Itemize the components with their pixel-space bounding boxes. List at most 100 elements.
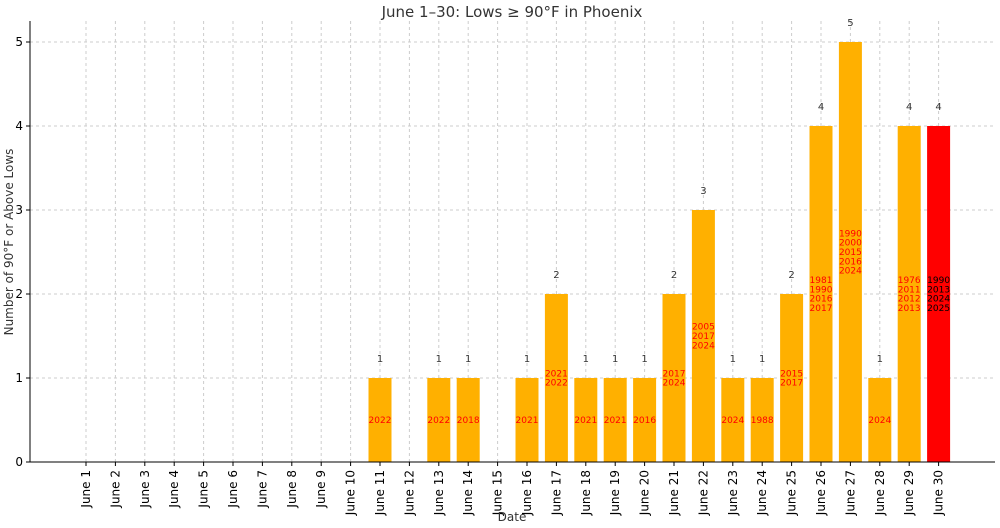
bar-count-label: 1 [759, 354, 765, 365]
bar-year-label: 2011 [898, 285, 921, 295]
bar-count-label: 3 [700, 186, 706, 197]
bar-year-label: 2024 [927, 295, 950, 305]
bar-count-label: 1 [641, 354, 647, 365]
tick-labels: 0 1 2 3 4 5 June 1 June 2 June 3 June 4 June 5 June… [15, 35, 945, 516]
x-tick-label: June 15 [491, 470, 505, 516]
bar-year-label: 2016 [633, 416, 656, 426]
x-tick-label: June 24 [755, 470, 769, 516]
x-tick-label: June 17 [549, 470, 563, 516]
bar [721, 378, 745, 462]
bar-count-label: 1 [877, 354, 883, 365]
x-tick-label: June 1 [79, 470, 93, 509]
bar-year-label: 1990 [810, 285, 833, 295]
bar [868, 378, 892, 462]
bar-year-label: 2013 [898, 304, 921, 314]
bar-count-label: 5 [847, 18, 853, 29]
bar [544, 294, 568, 462]
bar [368, 378, 392, 462]
x-tick-label: June 5 [197, 470, 211, 509]
y-axis-label: Number of 90°F or Above Lows [2, 149, 16, 336]
x-tick-label: June 12 [402, 470, 416, 516]
x-tick-label: June 7 [255, 470, 269, 509]
bar-count-label: 1 [377, 354, 383, 365]
bar [574, 378, 598, 462]
bar-year-label: 2021 [604, 416, 627, 426]
bar-year-label: 2024 [868, 416, 891, 426]
bar-year-label: 2015 [780, 369, 803, 379]
bar-year-label: 2021 [545, 369, 568, 379]
bar-count-label: 2 [671, 270, 677, 281]
bar [427, 378, 451, 462]
y-tick-label: 1 [15, 371, 23, 385]
bar-year-label: 1988 [751, 416, 774, 426]
x-tick-label: June 26 [814, 470, 828, 516]
x-tick-label: June 11 [373, 470, 387, 516]
bar-count-label: 1 [583, 354, 589, 365]
bar-year-label: 2021 [516, 416, 539, 426]
bar-count-label: 4 [818, 102, 824, 113]
bar-count-label: 1 [612, 354, 618, 365]
bar [662, 294, 686, 462]
bar-year-label: 2022 [427, 416, 450, 426]
y-tick-label: 5 [15, 35, 23, 49]
bar [897, 126, 921, 462]
y-tick-label: 0 [15, 455, 23, 469]
bar-year-label: 1990 [927, 276, 950, 286]
bars [368, 42, 951, 462]
bar-year-label: 2015 [839, 248, 862, 258]
bar-year-label: 2018 [457, 416, 480, 426]
x-tick-label: June 6 [226, 470, 240, 509]
bar [750, 378, 774, 462]
bar-year-label: 1990 [839, 229, 862, 239]
y-tick-label: 3 [15, 203, 23, 217]
bar-count-label: 2 [553, 270, 559, 281]
bar-year-label: 2013 [927, 285, 950, 295]
y-tick-label: 4 [15, 119, 23, 133]
bar [633, 378, 657, 462]
axes [29, 21, 995, 463]
bar [456, 378, 480, 462]
bar-year-label: 2017 [780, 379, 803, 389]
x-tick-label: June 21 [667, 470, 681, 516]
x-tick-label: June 29 [902, 470, 916, 516]
x-tick-label: June 28 [873, 470, 887, 516]
x-tick-label: June 14 [461, 470, 475, 516]
bar-year-label: 2024 [721, 416, 744, 426]
bar-year-label: 2016 [839, 257, 862, 267]
x-tick-label: June 10 [344, 470, 358, 516]
x-tick-label: June 18 [579, 470, 593, 516]
x-axis-label: Date [498, 510, 527, 524]
bar-year-label: 2024 [839, 267, 862, 277]
bar-year-label: 2017 [692, 332, 715, 342]
x-tick-label: June 13 [432, 470, 446, 516]
bar [603, 378, 627, 462]
x-tick-label: June 4 [167, 470, 181, 509]
x-tick-label: June 2 [108, 470, 122, 509]
x-tick-label: June 19 [608, 470, 622, 516]
bar-year-label: 2021 [574, 416, 597, 426]
chart-title: June 1–30: Lows ≥ 90°F in Phoenix [381, 3, 643, 21]
bar-count-label: 1 [524, 354, 530, 365]
bar-count-label: 1 [436, 354, 442, 365]
x-tick-label: June 20 [638, 470, 652, 516]
x-tick-label: June 8 [285, 470, 299, 509]
x-tick-label: June 22 [696, 470, 710, 516]
bar [927, 126, 951, 462]
bar-year-label: 2024 [663, 379, 686, 389]
bar-count-label: 4 [935, 102, 941, 113]
bar-year-label: 2017 [663, 369, 686, 379]
bar-year-label: 2000 [839, 239, 862, 249]
bar-year-label: 2022 [369, 416, 392, 426]
bar [780, 294, 804, 462]
bar-count-label: 4 [906, 102, 912, 113]
bar-count-label: 2 [788, 270, 794, 281]
bar-year-label: 2022 [545, 379, 568, 389]
bar-year-label: 2017 [810, 304, 833, 314]
x-tick-label: June 16 [520, 470, 534, 516]
x-tick-label: June 25 [785, 470, 799, 516]
x-tick-label: June 27 [843, 470, 857, 516]
bar [515, 378, 539, 462]
y-tick-label: 2 [15, 287, 23, 301]
bar-year-label: 2012 [898, 295, 921, 305]
